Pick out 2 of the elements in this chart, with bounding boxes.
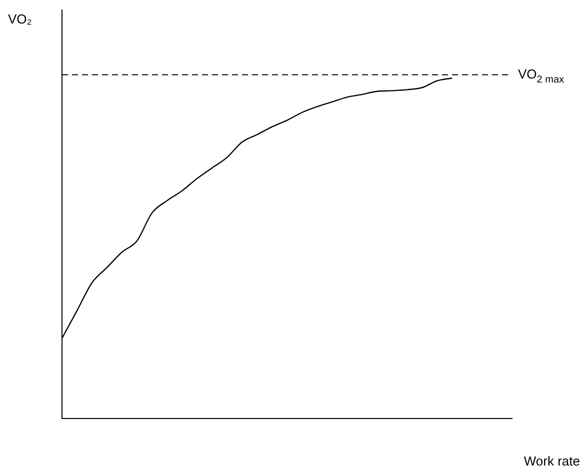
x-axis-title: Work rate <box>524 454 580 469</box>
y-axis-title: VO₂ <box>8 12 32 27</box>
